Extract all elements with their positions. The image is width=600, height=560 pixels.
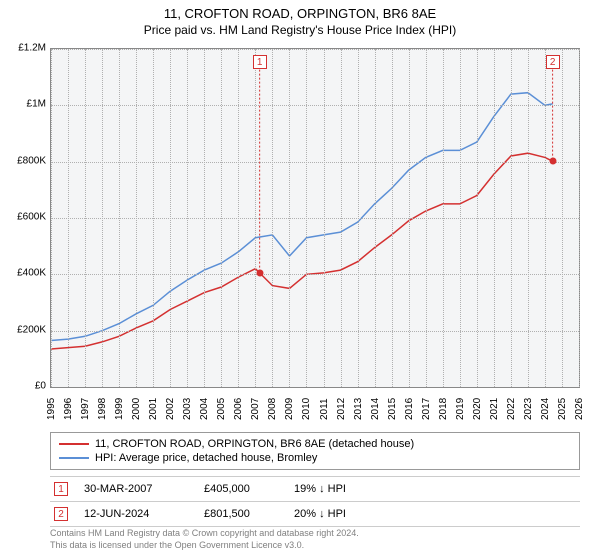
x-axis-tick: 2019 bbox=[455, 398, 466, 420]
x-axis-tick: 2001 bbox=[148, 398, 159, 420]
sale-vs-hpi: 20% HPI bbox=[294, 508, 384, 520]
sale-dot bbox=[549, 158, 556, 165]
sale-dot bbox=[256, 269, 263, 276]
legend-swatch bbox=[59, 443, 89, 445]
footer-attribution: Contains HM Land Registry data © Crown c… bbox=[50, 528, 359, 551]
y-axis-tick: £1.2M bbox=[18, 43, 46, 54]
x-axis-tick: 2011 bbox=[319, 398, 330, 420]
x-axis-tick: 1995 bbox=[46, 398, 57, 420]
x-axis-tick: 2025 bbox=[557, 398, 568, 420]
x-axis-tick: 2017 bbox=[421, 398, 432, 420]
sale-row: 1 30-MAR-2007 £405,000 19% HPI bbox=[50, 476, 580, 501]
y-axis-tick: £800K bbox=[17, 155, 46, 166]
x-axis-tick: 2007 bbox=[250, 398, 261, 420]
footer-line: This data is licensed under the Open Gov… bbox=[50, 540, 359, 552]
title-block: 11, CROFTON ROAD, ORPINGTON, BR6 8AE Pri… bbox=[0, 0, 600, 37]
legend-item: 11, CROFTON ROAD, ORPINGTON, BR6 8AE (de… bbox=[59, 437, 571, 451]
x-axis-tick: 2002 bbox=[165, 398, 176, 420]
sale-vs-hpi: 19% HPI bbox=[294, 483, 384, 495]
sale-marker-label: 1 bbox=[253, 55, 267, 69]
y-axis-tick: £400K bbox=[17, 268, 46, 279]
x-axis-tick: 2005 bbox=[216, 398, 227, 420]
sale-price: £801,500 bbox=[204, 508, 294, 520]
x-axis-tick: 1998 bbox=[97, 398, 108, 420]
sale-marker-icon: 1 bbox=[54, 482, 68, 496]
x-axis-tick: 2021 bbox=[489, 398, 500, 420]
x-axis-tick: 1996 bbox=[63, 398, 74, 420]
legend-swatch bbox=[59, 457, 89, 459]
chart-subtitle: Price paid vs. HM Land Registry's House … bbox=[0, 23, 600, 37]
x-axis-tick: 2012 bbox=[336, 398, 347, 420]
x-axis-tick: 2016 bbox=[404, 398, 415, 420]
x-axis-tick: 2006 bbox=[233, 398, 244, 420]
x-axis-tick: 2023 bbox=[523, 398, 534, 420]
x-axis-tick: 2024 bbox=[540, 398, 551, 420]
x-axis-tick: 1997 bbox=[80, 398, 91, 420]
x-axis-tick: 2004 bbox=[199, 398, 210, 420]
chart-title: 11, CROFTON ROAD, ORPINGTON, BR6 8AE bbox=[0, 6, 600, 21]
x-axis-tick: 2020 bbox=[472, 398, 483, 420]
sales-table: 1 30-MAR-2007 £405,000 19% HPI 2 12-JUN-… bbox=[50, 476, 580, 527]
x-axis-tick: 2018 bbox=[438, 398, 449, 420]
y-axis-tick: £200K bbox=[17, 324, 46, 335]
legend-label: 11, CROFTON ROAD, ORPINGTON, BR6 8AE (de… bbox=[95, 438, 414, 450]
x-axis-tick: 2026 bbox=[574, 398, 585, 420]
x-axis-tick: 2022 bbox=[506, 398, 517, 420]
footer-line: Contains HM Land Registry data © Crown c… bbox=[50, 528, 359, 540]
legend-item: HPI: Average price, detached house, Brom… bbox=[59, 451, 571, 465]
sale-date: 12-JUN-2024 bbox=[84, 508, 204, 520]
x-axis-tick: 2003 bbox=[182, 398, 193, 420]
y-axis-tick: £1M bbox=[27, 99, 46, 110]
x-axis-tick: 2014 bbox=[370, 398, 381, 420]
x-axis-tick: 2000 bbox=[131, 398, 142, 420]
sale-date: 30-MAR-2007 bbox=[84, 483, 204, 495]
x-axis-tick: 2010 bbox=[301, 398, 312, 420]
y-axis-tick: £600K bbox=[17, 212, 46, 223]
x-axis-tick: 2013 bbox=[353, 398, 364, 420]
y-axis-tick: £0 bbox=[35, 381, 46, 392]
plot-area: 12 bbox=[50, 48, 580, 388]
sale-row: 2 12-JUN-2024 £801,500 20% HPI bbox=[50, 501, 580, 527]
x-axis-tick: 2009 bbox=[284, 398, 295, 420]
x-axis-tick: 2008 bbox=[267, 398, 278, 420]
legend-box: 11, CROFTON ROAD, ORPINGTON, BR6 8AE (de… bbox=[50, 432, 580, 470]
sale-marker-label: 2 bbox=[546, 55, 560, 69]
sale-price: £405,000 bbox=[204, 483, 294, 495]
chart-container: 11, CROFTON ROAD, ORPINGTON, BR6 8AE Pri… bbox=[0, 0, 600, 560]
x-axis-tick: 1999 bbox=[114, 398, 125, 420]
sale-marker-icon: 2 bbox=[54, 507, 68, 521]
legend-label: HPI: Average price, detached house, Brom… bbox=[95, 452, 317, 464]
x-axis-tick: 2015 bbox=[387, 398, 398, 420]
